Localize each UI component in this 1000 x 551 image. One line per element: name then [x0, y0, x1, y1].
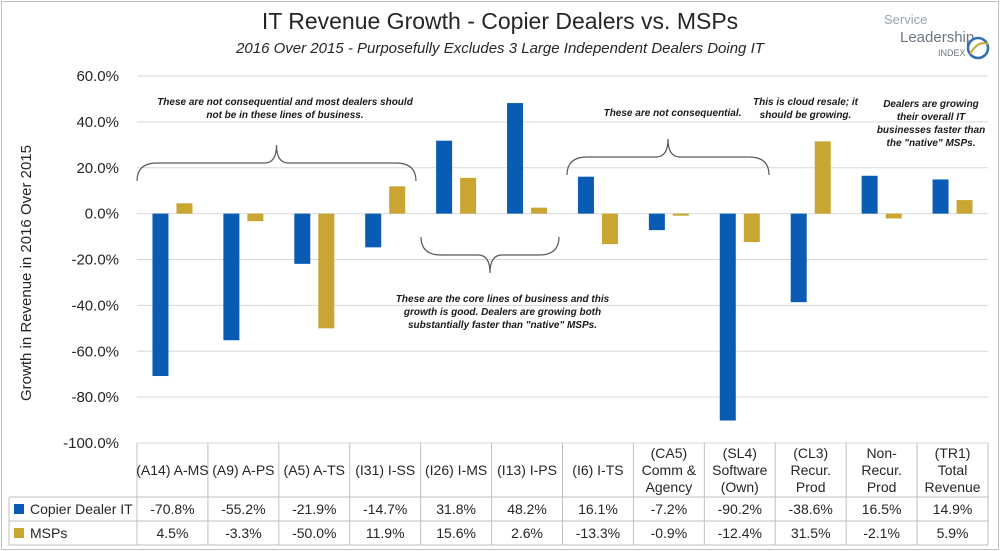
data-label: 11.9%: [366, 525, 405, 541]
data-label: -14.7%: [363, 501, 407, 517]
logo-line2: Leadership: [900, 29, 974, 46]
bar-copier: [577, 176, 594, 214]
x-category-label: (TR1) Total Revenue: [925, 445, 981, 495]
chart-title: IT Revenue Growth - Copier Dealers vs. M…: [261, 8, 739, 34]
bar-msps: [814, 141, 831, 214]
data-label: -38.6%: [789, 501, 833, 517]
bar-msps: [956, 200, 973, 214]
data-label: -0.9%: [651, 525, 688, 541]
bar-copier: [294, 213, 311, 264]
x-category-label: (A9) A-PS: [212, 462, 274, 478]
data-label: 14.9%: [933, 501, 973, 517]
data-label: -12.4%: [718, 525, 762, 541]
bar-msps: [531, 207, 548, 214]
bar-msps: [601, 213, 618, 245]
annotation-not-consequential-1: These are not consequential and most dea…: [157, 97, 413, 121]
x-category-label: (SL4) Software (Own): [712, 445, 767, 495]
logo-line1: Service: [884, 12, 927, 27]
bracket-annotation: [136, 144, 417, 182]
y-tick-label: 20.0%: [76, 160, 119, 177]
bar-msps: [743, 213, 760, 243]
x-category-label: (A14) A-MS: [136, 462, 208, 478]
bar-msps: [460, 177, 477, 214]
data-label: 15.6%: [436, 525, 476, 541]
bracket-annotation: [420, 236, 560, 274]
bar-copier: [932, 179, 949, 214]
bar-copier: [152, 213, 169, 377]
data-label: 16.5%: [862, 501, 902, 517]
legend-series-name: Copier Dealer IT: [30, 501, 133, 517]
y-tick-label: -20.0%: [71, 252, 119, 269]
x-category-label: (CL3) Recur. Prod: [790, 445, 830, 495]
bar-copier: [507, 103, 524, 214]
bar-msps: [672, 213, 689, 216]
bar-copier: [861, 175, 878, 214]
y-tick-label: -60.0%: [71, 343, 119, 360]
annotation-core-lines: These are the core lines of business and…: [395, 294, 610, 331]
data-label: 5.9%: [937, 525, 969, 541]
bar-msps: [176, 203, 193, 214]
bar-msps: [318, 213, 335, 329]
x-category-label: (I13) I-PS: [497, 462, 557, 478]
data-label: 16.1%: [578, 501, 618, 517]
bar-copier: [436, 140, 453, 214]
y-tick-label: -40.0%: [71, 297, 119, 314]
y-axis-label: Growth in Revenue in 2016 Over 2015: [18, 145, 35, 401]
y-tick-label: 40.0%: [76, 114, 119, 131]
data-label: -3.3%: [225, 525, 262, 541]
y-tick-label: -80.0%: [71, 389, 119, 406]
data-label: -90.2%: [718, 501, 762, 517]
logo-swirl-icon: [966, 36, 990, 60]
bar-copier: [648, 213, 665, 231]
data-label: 4.5%: [156, 525, 188, 541]
data-label: -2.1%: [863, 525, 900, 541]
x-category-label: (A5) A-TS: [284, 462, 345, 478]
annotation-dealers-growing: Dealers are growing their overall IT bus…: [876, 99, 986, 149]
annotation-not-consequential-2: These are not consequential.: [603, 108, 742, 119]
logo-swirl-accent-icon: [969, 42, 989, 55]
data-label: -13.3%: [576, 525, 620, 541]
bar-msps: [885, 213, 902, 219]
x-category-label: (CA5) Comm & Agency: [642, 445, 697, 495]
data-label: -21.9%: [292, 501, 336, 517]
legend-series-name: MSPs: [30, 525, 67, 541]
service-leadership-index-logo: Service Leadership INDEX: [884, 12, 990, 60]
bar-copier: [790, 213, 807, 303]
legend-swatch: [14, 504, 24, 514]
y-tick-label: -100.0%: [63, 435, 119, 452]
data-label: -70.8%: [150, 501, 194, 517]
y-tick-label: 60.0%: [76, 68, 119, 85]
logo-line3: INDEX: [938, 48, 966, 58]
bar-copier: [719, 213, 736, 421]
data-label: -7.2%: [651, 501, 688, 517]
legend-swatch: [14, 528, 24, 538]
data-label: 48.2%: [507, 501, 547, 517]
x-category-label: Non-Recur. Prod: [861, 445, 901, 495]
data-label: -55.2%: [221, 501, 265, 517]
data-label: -50.0%: [292, 525, 336, 541]
bar-copier: [223, 213, 240, 341]
x-category-label: (I31) I-SS: [355, 462, 415, 478]
data-label: 31.8%: [436, 501, 476, 517]
data-label: 2.6%: [511, 525, 543, 541]
bracket-annotation: [566, 138, 770, 176]
x-category-label: (I26) I-MS: [425, 462, 487, 478]
y-tick-label: 0.0%: [85, 206, 119, 223]
bar-msps: [389, 186, 406, 214]
data-label: 31.5%: [791, 525, 831, 541]
chart-subtitle: 2016 Over 2015 - Purposefully Excludes 3…: [236, 40, 764, 57]
annotation-cloud-resale: This is cloud resale; it should be growi…: [752, 97, 859, 121]
bar-msps: [247, 213, 264, 222]
bar-copier: [365, 213, 382, 248]
x-category-label: (I6) I-TS: [572, 462, 623, 478]
